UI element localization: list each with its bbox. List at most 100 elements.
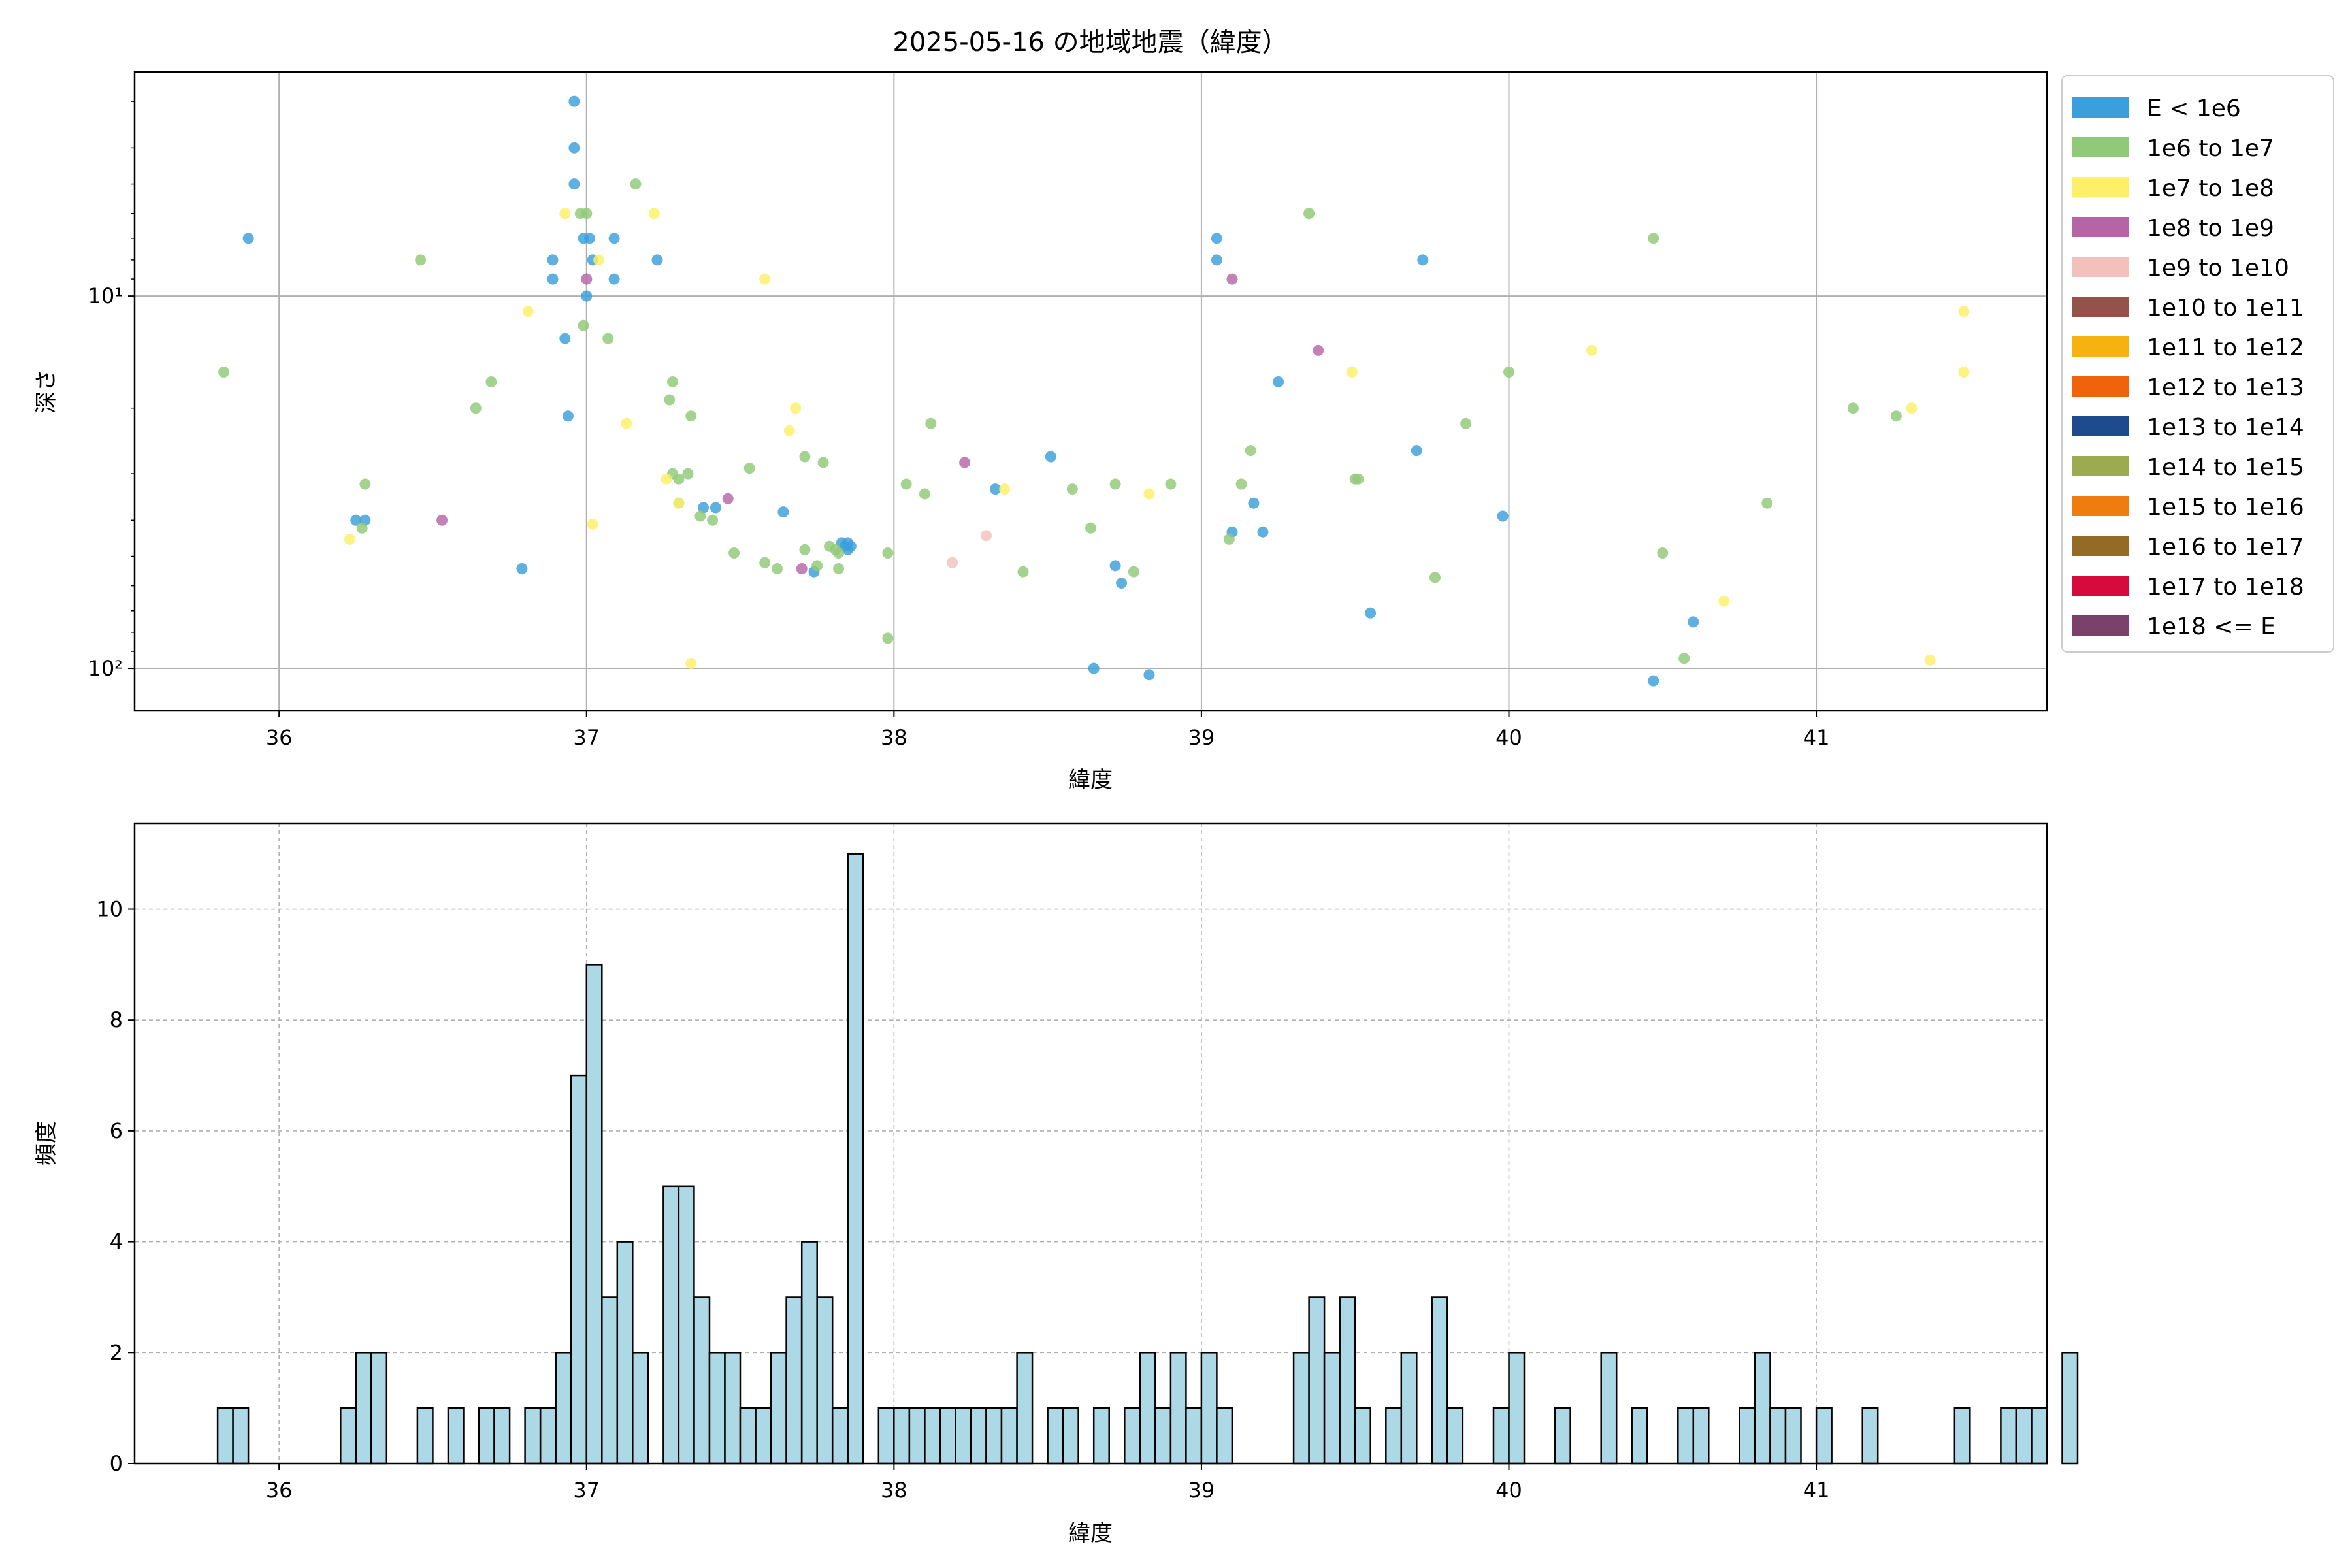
scatter-point — [1085, 522, 1096, 534]
scatter-point — [759, 273, 771, 285]
histogram-bar — [416, 1407, 434, 1465]
histogram-bar — [585, 964, 603, 1465]
legend-label: 1e7 to 1e8 — [2147, 175, 2274, 202]
scatter-title: 2025-05-16 の地域地震（緯度） — [892, 27, 1288, 57]
legend-label: 1e17 to 1e18 — [2147, 574, 2304, 600]
histogram-y-axis-label: 頻度 — [33, 1121, 59, 1166]
histogram-bar — [1431, 1296, 1448, 1465]
scatter-point — [630, 178, 642, 190]
legend-swatch — [2072, 297, 2129, 317]
scatter-point — [608, 233, 620, 244]
histogram-bar — [847, 853, 864, 1465]
scatter-point — [1066, 483, 1078, 495]
legend-swatch — [2072, 536, 2129, 556]
histogram-bar — [216, 1407, 234, 1465]
legend-swatch — [2072, 257, 2129, 277]
scatter-point — [522, 306, 534, 318]
scatter-x-tick-label: 36 — [266, 725, 293, 750]
scatter-point — [919, 488, 930, 500]
histogram-bar — [2061, 1352, 2079, 1465]
histogram-bar — [800, 1241, 818, 1465]
histogram-bar — [539, 1407, 557, 1465]
scatter-point — [1648, 233, 1659, 244]
legend: E < 1e6 1e6 to 1e7 1e7 to 1e8 1e8 to 1e9 1e9… — [2061, 75, 2334, 653]
histogram-bar — [1739, 1407, 1756, 1465]
legend-items: E < 1e6 1e6 to 1e7 1e7 to 1e8 1e8 to 1e9 1e9… — [2072, 95, 2304, 640]
histogram-bar — [816, 1296, 834, 1465]
scatter-point — [559, 333, 571, 344]
legend-label: 1e16 to 1e17 — [2147, 534, 2304, 561]
scatter-point — [581, 273, 593, 285]
scatter-point — [242, 233, 254, 244]
scatter-point — [990, 483, 1002, 495]
histogram-bar — [970, 1407, 987, 1465]
histogram-bar — [755, 1407, 772, 1465]
scatter-point — [1586, 344, 1597, 356]
histogram-frame — [133, 822, 2048, 1465]
scatter-point — [1460, 417, 1472, 429]
scatter-point — [1958, 306, 1970, 318]
histogram-y-tick-label: 0 — [110, 1451, 123, 1476]
scatter-point — [568, 142, 580, 154]
histogram-bar — [232, 1407, 250, 1465]
scatter-points — [218, 95, 1970, 687]
scatter-point — [1313, 344, 1324, 356]
histogram-bar — [1139, 1352, 1156, 1465]
scatter-point — [1657, 547, 1669, 559]
scatter-point — [581, 208, 593, 220]
histogram-bar — [601, 1296, 619, 1465]
scatter-point — [845, 540, 857, 552]
scatter-point — [1211, 233, 1222, 244]
histogram-bar — [1308, 1296, 1326, 1465]
scatter-point — [485, 376, 497, 387]
histogram-x-tick-label: 39 — [1188, 1478, 1215, 1503]
histogram-bar — [1016, 1352, 1034, 1465]
scatter-frame — [133, 71, 2048, 712]
scatter-point — [608, 273, 620, 285]
scatter-x-axis-label: 緯度 — [1068, 767, 1113, 793]
histogram-bar — [1784, 1407, 1802, 1465]
scatter-point — [563, 410, 574, 422]
histogram-bar — [1185, 1407, 1203, 1465]
legend-swatch — [2072, 217, 2129, 237]
histogram-bars — [216, 853, 2079, 1465]
histogram-bar — [1092, 1407, 1110, 1465]
scatter-point — [1088, 662, 1100, 674]
histogram-bar — [1047, 1407, 1064, 1465]
histogram-bar — [785, 1296, 803, 1465]
histogram-bar — [1861, 1407, 1879, 1465]
scatter-point — [673, 473, 685, 485]
scatter-point — [1352, 473, 1364, 485]
histogram-x-tick-label: 41 — [1803, 1478, 1830, 1503]
scatter-point — [664, 394, 676, 406]
scatter-x-tick-label: 41 — [1803, 725, 1830, 750]
scatter-point — [587, 518, 598, 530]
scatter-point — [621, 417, 632, 429]
legend-label: 1e15 to 1e16 — [2147, 494, 2304, 521]
scatter-point — [1411, 445, 1422, 457]
histogram-bar — [1754, 1352, 1771, 1465]
scatter-point — [1128, 566, 1139, 578]
histogram-bar — [570, 1074, 587, 1465]
scatter-point — [359, 478, 371, 490]
scatter-point — [777, 506, 789, 518]
scatter-y-axis-ticks: 10¹ 10² — [88, 101, 135, 681]
histogram-bar — [770, 1352, 787, 1465]
scatter-point — [799, 544, 811, 555]
scatter-point — [470, 402, 482, 414]
histogram-bar — [1292, 1352, 1310, 1465]
scatter-point — [1718, 595, 1730, 607]
scatter-point — [1303, 208, 1315, 220]
scatter-point — [882, 547, 894, 559]
scatter-point — [1017, 566, 1029, 578]
histogram-bar — [693, 1296, 711, 1465]
histogram-bar — [908, 1407, 926, 1465]
legend-swatch — [2072, 615, 2129, 636]
scatter-point — [1924, 654, 1936, 666]
histogram-bar — [2000, 1407, 2017, 1465]
scatter-point — [1417, 254, 1429, 266]
histogram-bar — [1769, 1407, 1787, 1465]
scatter-point — [1429, 572, 1441, 583]
scatter-point — [728, 547, 740, 559]
histogram-bar — [1339, 1296, 1356, 1465]
